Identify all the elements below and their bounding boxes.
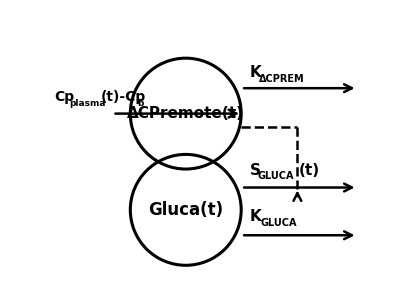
Text: K: K (250, 65, 262, 80)
Text: S: S (250, 163, 261, 178)
Text: K: K (250, 209, 262, 224)
Text: (t)-Cp: (t)-Cp (100, 90, 146, 104)
Text: ΔCPREM: ΔCPREM (259, 74, 304, 84)
Text: GLUCA: GLUCA (257, 171, 294, 181)
Text: plasma: plasma (70, 99, 106, 108)
Text: GLUCA: GLUCA (260, 217, 297, 228)
Text: Cp: Cp (54, 90, 74, 104)
Text: (t): (t) (299, 163, 320, 178)
Text: b: b (137, 99, 144, 108)
Text: Gluca(t): Gluca(t) (148, 201, 223, 219)
Text: ΔCPremote(t): ΔCPremote(t) (127, 106, 244, 121)
